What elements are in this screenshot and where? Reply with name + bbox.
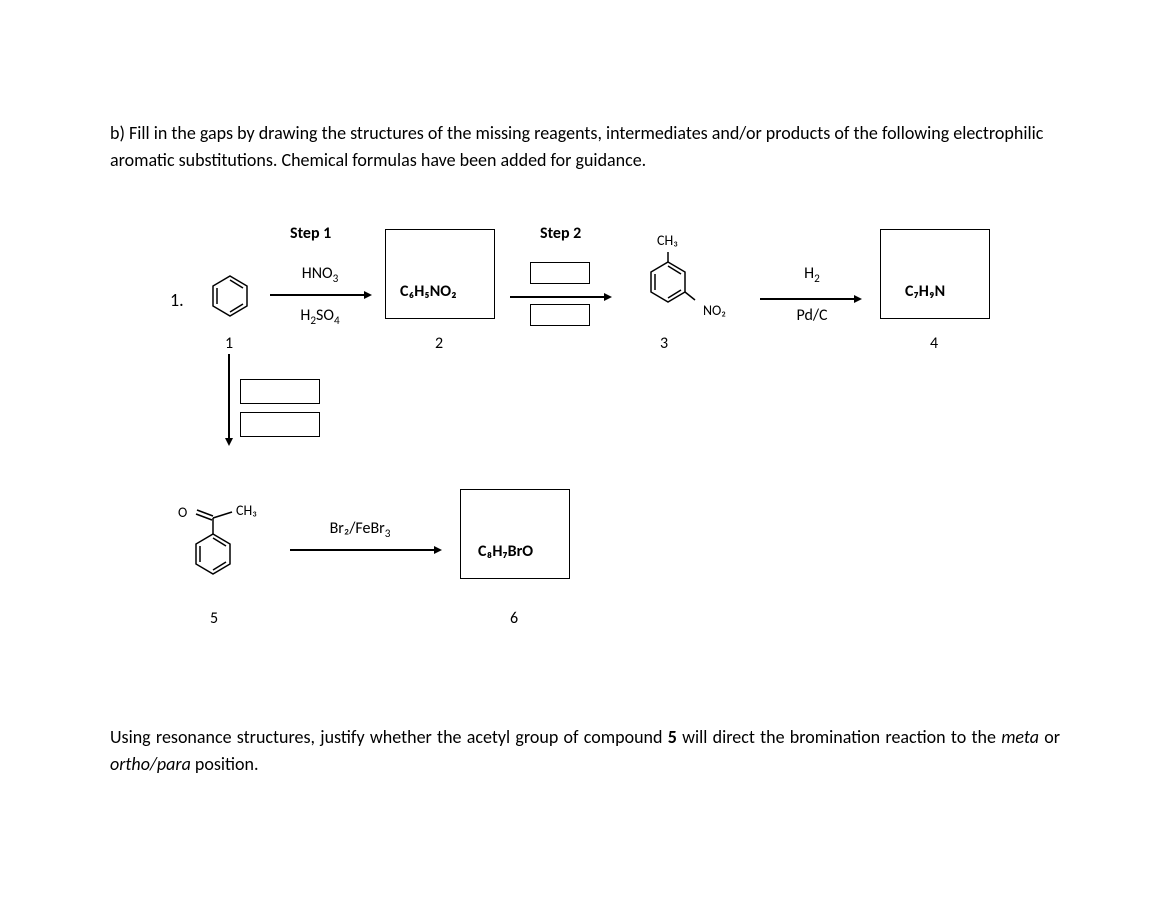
intermediate-formula: C₆H₅NO₂ [400, 282, 457, 301]
step2-reagent-box-bottom [530, 304, 590, 326]
compound5-ch3: CH₃ [236, 502, 257, 519]
step1-reagent-top: HNO3 [290, 264, 350, 286]
step1-reagent-bottom: H2SO4 [290, 306, 350, 328]
step3-reagent-bottom: Pd/C [787, 306, 837, 325]
scheme2-reagent: Br₂/FeBr3 [315, 519, 405, 541]
bold-5: 5 [668, 726, 677, 748]
followup-question: Using resonance structures, justify whet… [110, 724, 1060, 778]
italic-meta: meta [1001, 726, 1039, 748]
step2-label: Step 2 [540, 224, 581, 243]
product-formula: C₇H₉N [905, 282, 945, 301]
arrow-3 [760, 298, 860, 300]
step2-reagent-box-top [530, 262, 590, 284]
step3-reagent-top: H2 [787, 264, 837, 286]
compound-5-label: 5 [210, 609, 218, 628]
problem-number: 1. [170, 289, 184, 311]
compound5-o: O [178, 504, 187, 521]
compound3-ch3: CH₃ [657, 232, 678, 249]
question-body: Fill in the gaps by drawing the structur… [110, 122, 1043, 171]
benzene-structure [210, 274, 250, 318]
arrow-2 [510, 296, 610, 298]
reaction-scheme-2: O CH₃ 5 Br₂/FeBr3 C₈H₇BrO 6 [170, 474, 1060, 694]
arrow-scheme2 [290, 549, 440, 551]
down-reagent-box-bottom [240, 412, 320, 437]
reaction-scheme-1: 1. 1 Step 1 HNO3 H2SO4 C₆H₅NO₂ 2 Step 2 [170, 224, 1060, 404]
part-label: b) [110, 122, 125, 144]
italic-ortho-para: ortho/para [110, 753, 191, 775]
compound3-no2: NO₂ [703, 302, 726, 319]
product6-formula: C₈H₇BrO [478, 542, 533, 561]
product-box-4 [880, 229, 990, 319]
compound3-structure [640, 252, 700, 322]
step1-label: Step 1 [290, 224, 331, 243]
question-text: b) Fill in the gaps by drawing the struc… [110, 120, 1060, 174]
compound-1-label: 1 [225, 334, 233, 353]
compound-4-label: 4 [930, 334, 938, 353]
down-reagent-box-top [240, 379, 320, 404]
compound-6-label: 6 [510, 609, 518, 628]
compound-2-label: 2 [435, 334, 443, 353]
compound-3-label: 3 [660, 334, 668, 353]
arrow-1 [270, 294, 370, 296]
product-box-6 [460, 489, 570, 579]
intermediate-box-2 [385, 229, 495, 319]
document-content: b) Fill in the gaps by drawing the struc… [110, 120, 1060, 778]
arrow-down [228, 354, 230, 444]
